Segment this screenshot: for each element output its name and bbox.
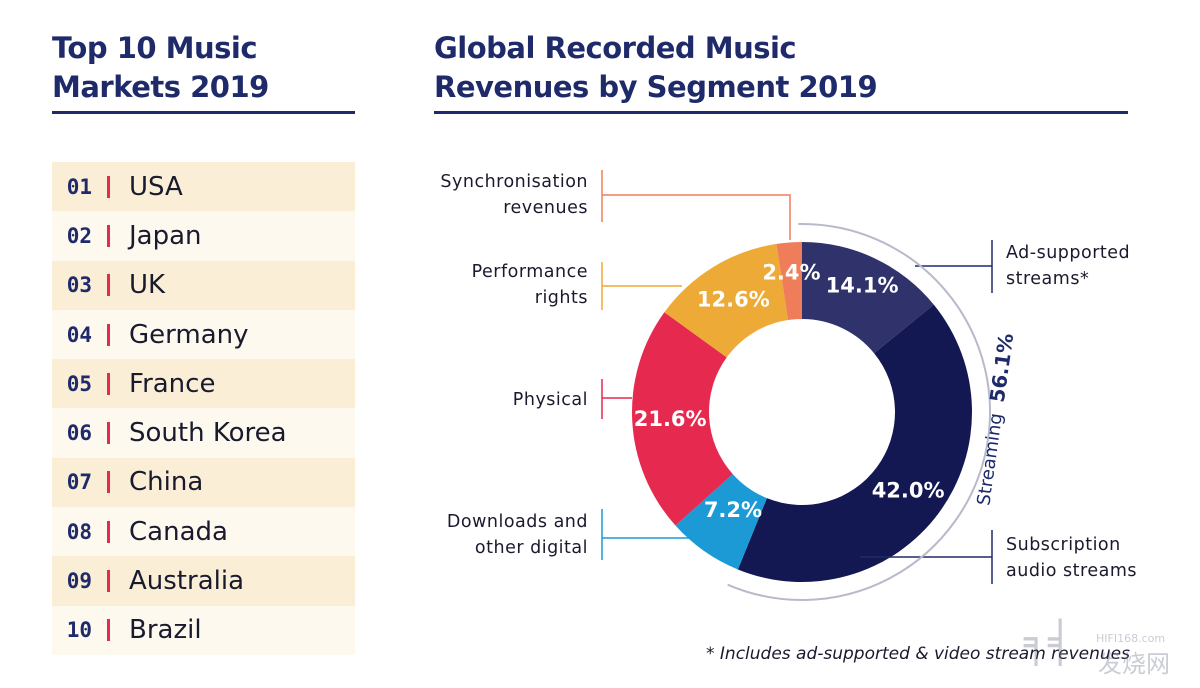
callout-label: Synchronisation	[440, 172, 588, 192]
market-row: 04 Germany	[52, 309, 355, 360]
watermark-mark-icon: ╕╡	[1024, 620, 1073, 666]
rank-divider	[107, 471, 110, 494]
top-markets-title-line2: Markets 2019	[52, 70, 269, 104]
top-markets-list: 01 USA 02 Japan 03 UK 04 Germany 05 France 06 South…	[52, 162, 355, 655]
revenue-chart-title: Global Recorded Music Revenues by Segmen…	[434, 29, 878, 107]
watermark-site: HIFI168.com	[1096, 632, 1166, 645]
market-rank: 06	[66, 421, 92, 446]
callout-label: audio streams	[1006, 561, 1137, 581]
market-row: 09 Australia	[52, 556, 355, 606]
callout-label: Subscription	[1006, 535, 1121, 555]
market-rank: 05	[66, 371, 92, 396]
market-rank: 02	[66, 223, 92, 248]
slice-value-label: 21.6%	[634, 407, 707, 431]
rank-divider	[107, 372, 110, 395]
watermark-name: 发烧网	[1098, 650, 1170, 678]
market-country: UK	[129, 270, 166, 301]
rank-divider	[107, 619, 110, 642]
market-row: 06 South Korea	[52, 408, 355, 458]
rank-divider	[107, 274, 110, 297]
market-row: 08 Canada	[52, 507, 355, 557]
callout-label: Physical	[513, 390, 588, 410]
market-country: South Korea	[129, 418, 287, 449]
market-country: Japan	[129, 220, 202, 251]
donut-slice	[776, 242, 802, 321]
revenue-chart-title-line1: Global Recorded Music	[434, 31, 797, 65]
market-rank: 07	[66, 470, 92, 495]
rank-divider	[107, 323, 110, 346]
callout-label: other digital	[475, 538, 588, 558]
market-row: 07 China	[52, 457, 355, 508]
slice-value-label: 14.1%	[826, 274, 899, 298]
donut-slice	[737, 304, 972, 582]
streaming-value: 56.1%	[985, 332, 1018, 404]
market-rank: 03	[66, 273, 92, 298]
top-markets-title: Top 10 Music Markets 2019	[52, 29, 269, 107]
top-markets-title-line1: Top 10 Music	[52, 31, 258, 65]
market-rank: 10	[66, 618, 92, 643]
callout-label: revenues	[503, 198, 588, 218]
slice-value-label: 12.6%	[697, 287, 770, 311]
market-rank: 01	[66, 174, 92, 199]
market-row: 03 UK	[52, 260, 355, 310]
market-country: USA	[129, 171, 183, 202]
market-row: 05 France	[52, 359, 355, 409]
rank-divider	[107, 422, 110, 445]
slice-value-label: 2.4%	[762, 260, 820, 284]
streaming-group-label: Streaming 56.1%	[973, 332, 1018, 507]
right-title-divider	[434, 111, 1128, 114]
donut-slice	[675, 474, 767, 570]
slice-value-label: 7.2%	[704, 498, 762, 522]
callout-label: Performance	[472, 262, 588, 282]
market-country: Canada	[129, 516, 228, 547]
market-row: 02 Japan	[52, 211, 355, 261]
callout-label: streams*	[1006, 269, 1089, 289]
market-country: France	[129, 368, 216, 399]
market-rank: 09	[66, 569, 92, 594]
rank-divider	[107, 570, 110, 593]
market-country: Germany	[129, 319, 249, 350]
market-row: 10 Brazil	[52, 605, 355, 655]
donut-slice	[632, 312, 733, 526]
rank-divider	[107, 520, 110, 543]
market-row: 01 USA	[52, 162, 355, 212]
rank-divider	[107, 175, 110, 198]
callout-label: Ad-supported	[1006, 243, 1130, 263]
callout-label: Downloads and	[447, 512, 588, 532]
left-title-divider	[52, 111, 355, 114]
streaming-label: Streaming	[973, 412, 1007, 507]
market-rank: 08	[66, 519, 92, 544]
streaming-bracket	[727, 223, 991, 601]
market-rank: 04	[66, 322, 92, 347]
revenue-chart-title-line2: Revenues by Segment 2019	[434, 70, 878, 104]
callout-label: rights	[535, 288, 588, 308]
watermark-logo: ╕╡ HIFI168.com 发烧网	[1024, 618, 1184, 678]
slice-value-label: 42.0%	[872, 478, 945, 502]
rank-divider	[107, 224, 110, 247]
market-country: Australia	[129, 566, 245, 597]
callout-leader	[602, 194, 791, 240]
market-country: China	[129, 467, 204, 498]
market-country: Brazil	[129, 615, 202, 646]
footnote: * Includes ad-supported & video stream r…	[706, 644, 1130, 664]
donut-slice	[802, 242, 934, 354]
donut-slice	[664, 243, 789, 358]
